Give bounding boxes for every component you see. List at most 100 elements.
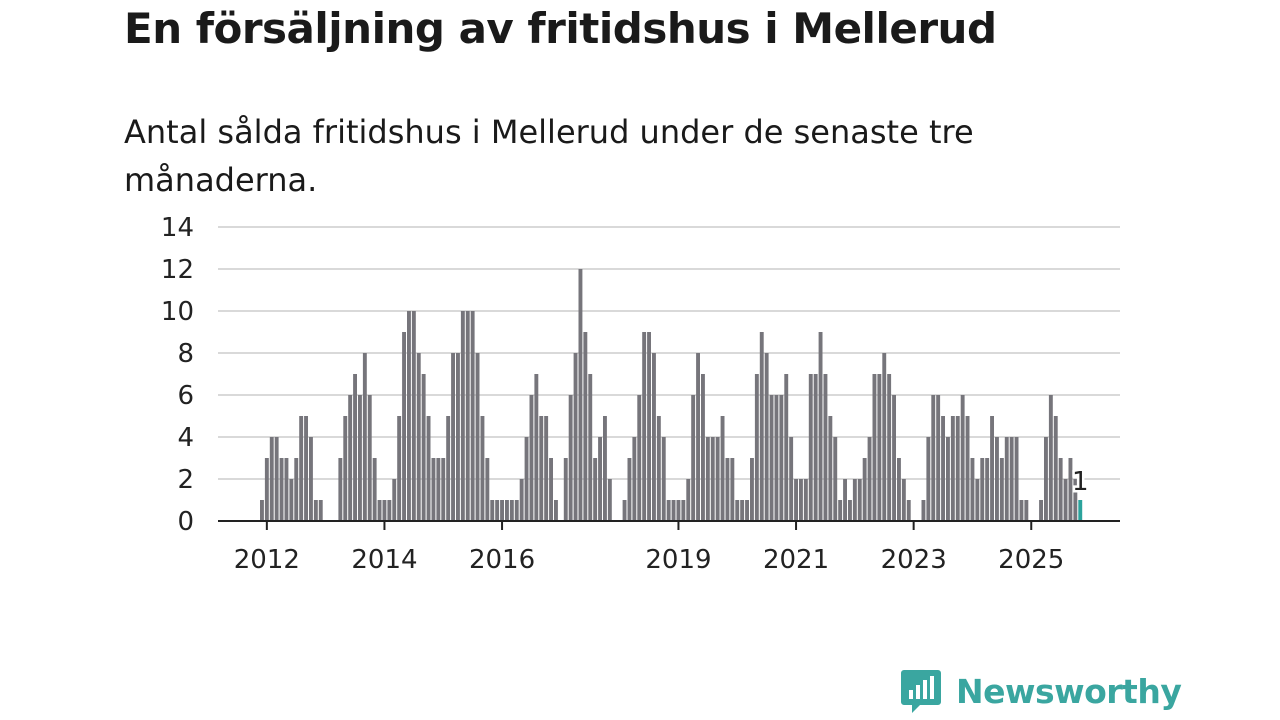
bar bbox=[999, 458, 1004, 521]
bar bbox=[397, 416, 402, 521]
bar bbox=[1014, 437, 1019, 521]
bar bbox=[950, 416, 955, 521]
bar bbox=[828, 416, 833, 521]
bar bbox=[519, 479, 524, 521]
chart-title: En försäljning av fritidshus i Mellerud bbox=[124, 4, 997, 53]
newsworthy-logo-icon bbox=[901, 670, 941, 713]
bar bbox=[946, 437, 950, 521]
bar bbox=[696, 353, 700, 521]
bar bbox=[382, 500, 387, 521]
bar bbox=[607, 479, 612, 521]
bar-highlight bbox=[1078, 500, 1083, 521]
bar bbox=[284, 458, 289, 521]
bar bbox=[358, 395, 362, 521]
bar bbox=[843, 479, 847, 521]
bar bbox=[456, 353, 460, 521]
bar bbox=[877, 374, 882, 521]
x-tick-label: 2019 bbox=[645, 545, 711, 575]
bar bbox=[441, 458, 446, 521]
bar bbox=[348, 395, 353, 521]
bar bbox=[921, 500, 926, 521]
bar bbox=[460, 311, 465, 521]
bar bbox=[416, 353, 421, 521]
bar bbox=[583, 332, 588, 521]
x-tick-label: 2021 bbox=[763, 545, 829, 575]
bar bbox=[813, 374, 818, 521]
bar bbox=[593, 458, 598, 521]
bar bbox=[990, 416, 994, 521]
bar bbox=[362, 353, 367, 521]
bar bbox=[485, 458, 490, 521]
bar bbox=[936, 395, 941, 521]
newsworthy-logo: Newsworthy bbox=[900, 668, 1182, 714]
x-tick-label: 2025 bbox=[998, 545, 1064, 575]
bar bbox=[720, 416, 725, 521]
bar bbox=[431, 458, 436, 521]
bar bbox=[309, 437, 313, 521]
bar bbox=[500, 500, 504, 521]
bar bbox=[534, 374, 539, 521]
bar bbox=[632, 437, 637, 521]
bar bbox=[495, 500, 500, 521]
bar bbox=[789, 437, 794, 521]
bar bbox=[544, 416, 549, 521]
bar bbox=[563, 458, 568, 521]
bar bbox=[264, 458, 269, 521]
bar bbox=[529, 395, 534, 521]
bar bbox=[436, 458, 441, 521]
x-axis-ticks: 2012 2014 2016 2019 2021 2023 2025 bbox=[234, 521, 1064, 575]
x-tick-label: 2014 bbox=[351, 545, 417, 575]
bar bbox=[681, 500, 686, 521]
bar bbox=[794, 479, 798, 521]
bar bbox=[367, 395, 372, 521]
bar bbox=[1044, 437, 1048, 521]
bar bbox=[701, 374, 705, 521]
bar bbox=[1048, 395, 1053, 521]
bar bbox=[622, 500, 627, 521]
newsworthy-wordmark: Newsworthy bbox=[956, 671, 1182, 711]
bar bbox=[627, 458, 632, 521]
bar bbox=[892, 395, 896, 521]
bar bbox=[318, 500, 323, 521]
y-axis-ticks: 0 2 4 6 8 10 12 14 bbox=[161, 213, 194, 537]
bar bbox=[926, 437, 931, 521]
bar bbox=[465, 311, 470, 521]
y-tick-label: 6 bbox=[177, 381, 194, 411]
bar bbox=[671, 500, 676, 521]
bar bbox=[995, 437, 999, 521]
bar bbox=[289, 479, 294, 521]
bar bbox=[740, 500, 745, 521]
bar bbox=[402, 332, 406, 521]
x-tick-label: 2023 bbox=[881, 545, 947, 575]
bar bbox=[769, 395, 774, 521]
bar bbox=[1004, 437, 1009, 521]
bar bbox=[887, 374, 892, 521]
bar bbox=[475, 353, 480, 521]
bar bbox=[823, 374, 828, 521]
bar bbox=[470, 311, 475, 521]
highlight-data-label: 1 bbox=[1072, 467, 1089, 497]
bar bbox=[1019, 500, 1024, 521]
bar bbox=[754, 374, 759, 521]
bar bbox=[480, 416, 485, 521]
bar bbox=[857, 479, 862, 521]
bar bbox=[862, 458, 867, 521]
annotations: 1 bbox=[1069, 465, 1091, 500]
bar bbox=[294, 458, 299, 521]
bar bbox=[725, 458, 730, 521]
bar bbox=[803, 479, 808, 521]
bar bbox=[313, 500, 318, 521]
bar bbox=[750, 458, 754, 521]
y-tick-label: 2 bbox=[177, 465, 194, 495]
bar bbox=[1039, 500, 1043, 521]
bar bbox=[705, 437, 710, 521]
bar bbox=[691, 395, 696, 521]
bar bbox=[387, 500, 392, 521]
bar bbox=[1053, 416, 1058, 521]
bar bbox=[505, 500, 509, 521]
bar bbox=[578, 269, 583, 521]
bar bbox=[603, 416, 607, 521]
bar bbox=[661, 437, 666, 521]
bar bbox=[975, 479, 980, 521]
